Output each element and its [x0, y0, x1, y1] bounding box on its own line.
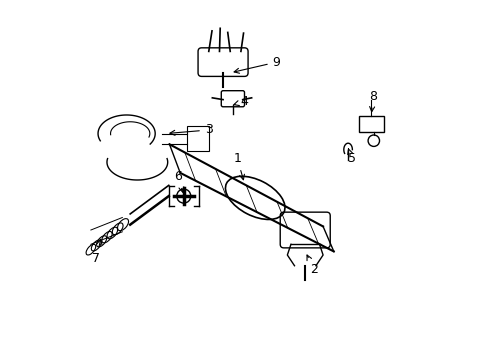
Text: 2: 2: [306, 255, 318, 276]
Text: 1: 1: [233, 152, 244, 180]
Bar: [187, 126, 208, 152]
Text: 4: 4: [233, 95, 248, 108]
Text: 3: 3: [169, 123, 212, 136]
Text: 5: 5: [347, 149, 355, 165]
Text: 6: 6: [174, 170, 183, 192]
Text: 7: 7: [92, 239, 102, 265]
Text: 9: 9: [234, 55, 280, 73]
Bar: [358, 116, 383, 132]
Text: 8: 8: [368, 90, 376, 112]
